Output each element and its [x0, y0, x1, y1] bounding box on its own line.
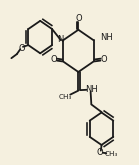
Text: N: N — [57, 35, 64, 44]
Text: O: O — [18, 44, 25, 53]
Text: O: O — [97, 148, 103, 157]
Text: CH₃: CH₃ — [59, 94, 72, 100]
Text: O: O — [75, 14, 82, 23]
Text: NH: NH — [100, 33, 113, 42]
Text: O: O — [50, 55, 57, 64]
Text: CH₃: CH₃ — [104, 150, 118, 157]
Text: O: O — [101, 55, 107, 64]
Text: NH: NH — [86, 85, 98, 94]
